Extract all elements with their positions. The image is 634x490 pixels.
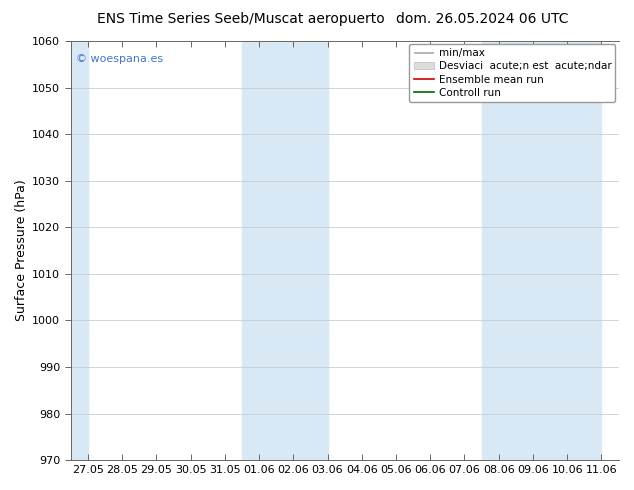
Bar	[242, 41, 328, 460]
Bar	[71, 41, 88, 460]
Bar	[482, 41, 602, 460]
Y-axis label: Surface Pressure (hPa): Surface Pressure (hPa)	[15, 180, 28, 321]
Text: dom. 26.05.2024 06 UTC: dom. 26.05.2024 06 UTC	[396, 12, 568, 26]
Legend: min/max, Desviaci  acute;n est  acute;ndar, Ensemble mean run, Controll run: min/max, Desviaci acute;n est acute;ndar…	[410, 44, 616, 102]
Text: ENS Time Series Seeb/Muscat aeropuerto: ENS Time Series Seeb/Muscat aeropuerto	[97, 12, 385, 26]
Text: © woespana.es: © woespana.es	[76, 53, 164, 64]
